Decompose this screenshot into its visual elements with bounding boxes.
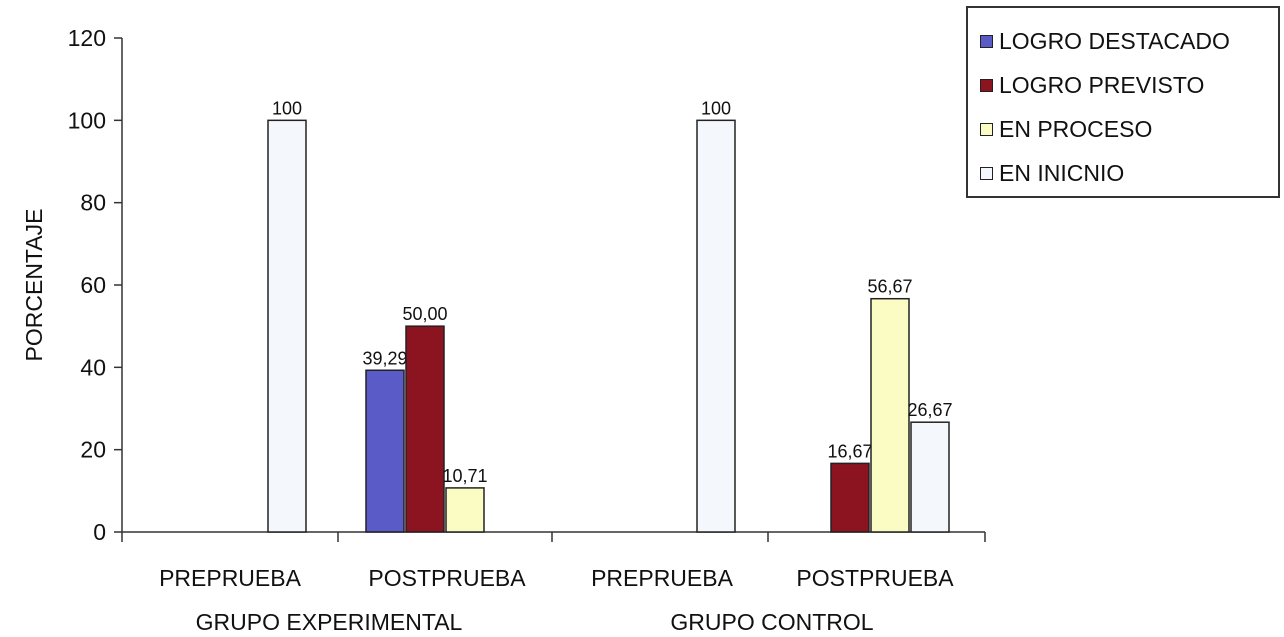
bar <box>445 487 485 533</box>
bar <box>830 462 870 533</box>
legend-item-logro-destacado: LOGRO DESTACADO <box>980 24 1230 58</box>
bar <box>405 325 445 533</box>
data-label: 50,00 <box>402 304 447 324</box>
data-label: 26,67 <box>907 400 952 420</box>
legend-label: LOGRO PREVISTO <box>999 71 1205 98</box>
x-category-label: PREPRUEBA <box>159 565 302 591</box>
bar <box>870 297 910 533</box>
x-category-label: POSTPRUEBA <box>368 565 526 591</box>
y-tick-label: 80 <box>80 190 106 216</box>
legend-label: LOGRO DESTACADO <box>999 27 1230 54</box>
legend-swatch-logro-destacado <box>980 34 993 48</box>
y-tick-label: 100 <box>68 107 106 133</box>
legend-item-en-inicnio: EN INICNIO <box>980 156 1124 190</box>
data-label: 100 <box>272 98 302 118</box>
bar <box>696 119 736 533</box>
legend-swatch-en-proceso <box>980 122 993 136</box>
data-label: 39,29 <box>362 348 407 368</box>
x-category-label: PREPRUEBA <box>591 565 734 591</box>
bar <box>365 369 405 533</box>
legend-item-logro-previsto: LOGRO PREVISTO <box>980 68 1204 102</box>
legend-item-en-proceso: EN PROCESO <box>980 112 1152 146</box>
data-label: 16,67 <box>827 441 872 461</box>
x-group-label: GRUPO CONTROL <box>670 609 873 635</box>
y-tick-label: 20 <box>80 437 106 463</box>
y-tick-label: 40 <box>80 354 106 380</box>
data-label: 56,67 <box>867 277 912 297</box>
legend-swatch-logro-previsto <box>980 78 993 92</box>
y-tick-label: 60 <box>80 272 106 298</box>
data-label: 100 <box>701 98 731 118</box>
y-axis-title: PORCENTAJE <box>21 209 47 362</box>
bar <box>267 119 307 533</box>
x-category-label: POSTPRUEBA <box>796 565 954 591</box>
legend: LOGRO DESTACADO LOGRO PREVISTO EN PROCES… <box>966 6 1280 198</box>
legend-label: EN PROCESO <box>999 115 1153 142</box>
legend-label: EN INICNIO <box>999 159 1125 186</box>
y-tick-label: 0 <box>93 519 106 545</box>
data-label: 10,71 <box>442 466 487 486</box>
x-group-label: GRUPO EXPERIMENTAL <box>196 609 463 635</box>
bar <box>910 421 950 533</box>
y-tick-label: 120 <box>68 25 106 51</box>
legend-swatch-en-inicnio <box>980 166 993 180</box>
